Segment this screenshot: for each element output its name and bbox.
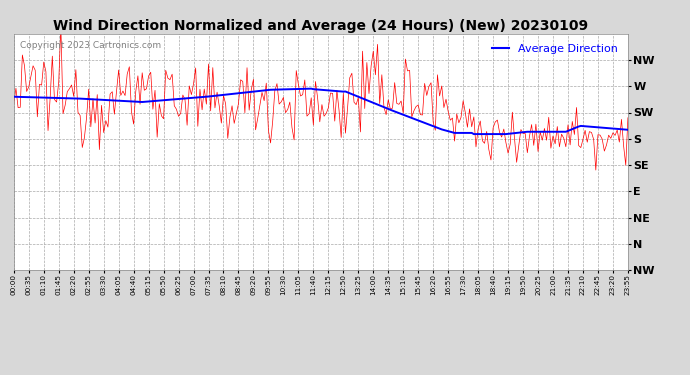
Text: Copyright 2023 Cartronics.com: Copyright 2023 Cartronics.com <box>20 41 161 50</box>
Legend: Average Direction: Average Direction <box>488 39 622 58</box>
Title: Wind Direction Normalized and Average (24 Hours) (New) 20230109: Wind Direction Normalized and Average (2… <box>53 19 589 33</box>
